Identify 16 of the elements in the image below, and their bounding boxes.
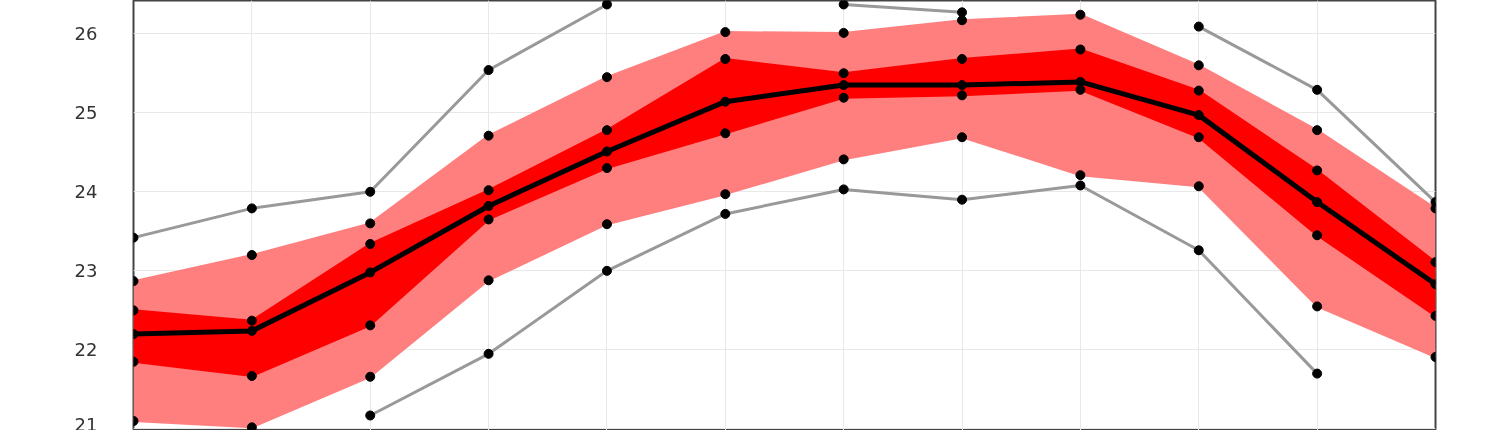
point xyxy=(246,325,257,336)
point xyxy=(1193,110,1204,121)
point xyxy=(601,146,612,157)
y-tick-label: 24 xyxy=(74,181,98,203)
point xyxy=(365,267,376,278)
point xyxy=(720,96,731,107)
point xyxy=(838,80,849,91)
y-tick-label: 21 xyxy=(74,413,98,430)
point xyxy=(483,201,494,212)
point xyxy=(957,80,968,91)
point xyxy=(1312,197,1323,208)
y-tick-label: 25 xyxy=(74,102,98,124)
y-tick-label: 22 xyxy=(74,339,98,361)
point xyxy=(1075,76,1086,87)
y-tick-label: 26 xyxy=(74,23,98,45)
y-tick-label: 23 xyxy=(74,260,98,282)
